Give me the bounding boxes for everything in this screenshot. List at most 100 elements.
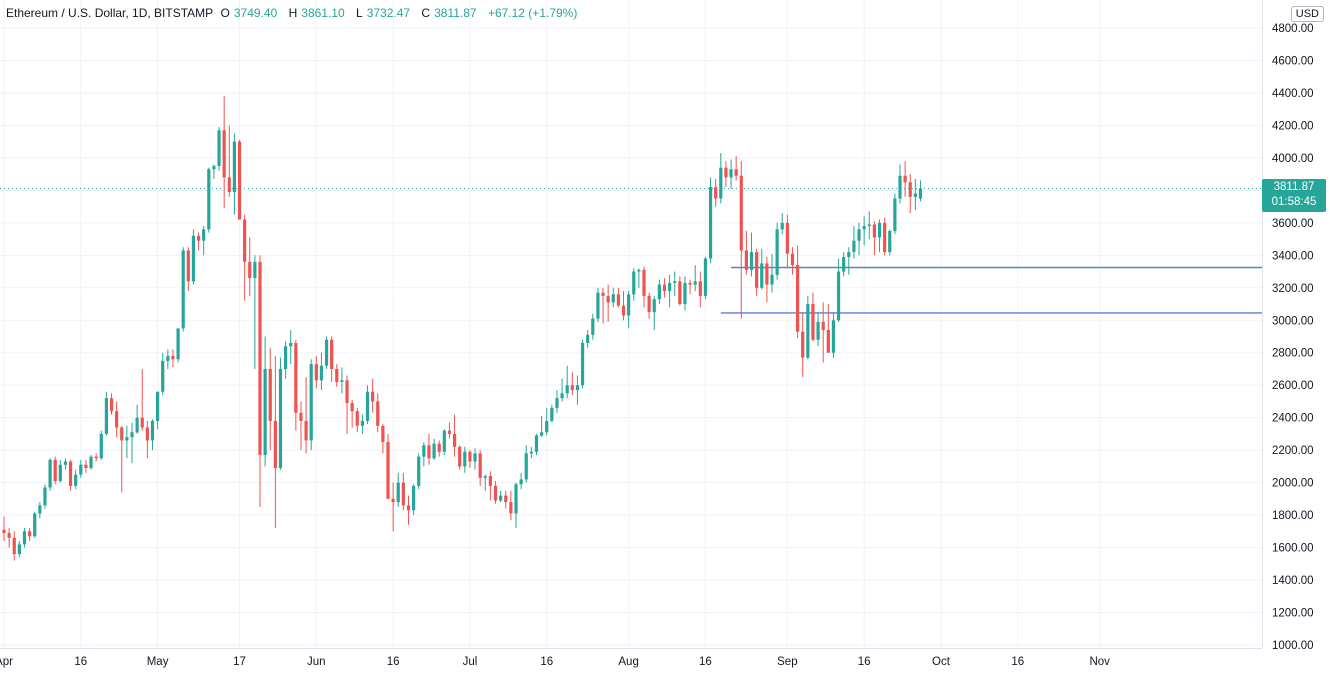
candle-body [63, 461, 68, 465]
candle-down [478, 450, 482, 486]
candle-up [867, 211, 871, 240]
candle-body [120, 427, 124, 441]
candle-up [156, 391, 160, 430]
candle-body [43, 487, 47, 506]
price-tick-label: 3000.00 [1272, 315, 1314, 327]
candle-body [744, 250, 748, 270]
time-tick-label: Oct [932, 656, 951, 668]
candle-down [330, 336, 334, 382]
candle-body [611, 294, 615, 303]
currency-button[interactable]: USD [1290, 6, 1324, 22]
price-tick-label: 3600.00 [1272, 218, 1314, 230]
price-tick-label: 2200.00 [1272, 445, 1314, 457]
candle-up [483, 474, 487, 491]
candle-down [299, 401, 303, 451]
time-tick-label: Apr [0, 656, 13, 668]
candle-body [703, 258, 708, 296]
candle-body [749, 252, 754, 270]
candle-down [796, 245, 800, 339]
candle-up [212, 164, 216, 180]
candle-up [770, 253, 774, 293]
candle-down [386, 433, 390, 499]
candle-body [7, 532, 11, 538]
candle-down [811, 292, 815, 342]
candle-up [842, 252, 846, 277]
candle-down [688, 279, 692, 295]
candle-up [719, 153, 723, 204]
candle-up [79, 459, 83, 478]
candle-body [724, 167, 728, 178]
candle-body [442, 430, 446, 452]
candle-up [463, 446, 467, 473]
time-tick-label: Nov [1089, 656, 1110, 668]
candle-up [591, 313, 595, 340]
symbol-title[interactable]: Ethereum / U.S. Dollar, 1D, BITSTAMP [6, 6, 214, 20]
candle-down [616, 287, 620, 308]
bar-countdown: 01:58:45 [1271, 196, 1317, 208]
candle-body [821, 321, 825, 331]
candle-body [263, 368, 267, 456]
candle-up [284, 341, 288, 379]
candle-body [309, 364, 313, 441]
candle-body [432, 443, 436, 459]
candle-body [857, 229, 861, 241]
candle-up [135, 404, 139, 434]
candle-down [570, 372, 574, 395]
candle-body [478, 453, 482, 478]
candle-down [447, 422, 452, 439]
price-tick-label: 4400.00 [1272, 88, 1314, 100]
candle-body [253, 261, 257, 279]
time-axis[interactable]: Apr 16 May 17 Jun 16 Jul 16 Aug 16 Sep 16 Oct 16 Nov [0, 656, 1110, 668]
candle-up [918, 180, 923, 202]
candle-up [668, 274, 672, 308]
candle-body [396, 482, 400, 503]
chart-legend: Ethereum / U.S. Dollar, 1D, BITSTAMP O 37… [6, 6, 581, 20]
candle-body [714, 187, 718, 199]
candle-down [345, 375, 349, 434]
candle-body [847, 252, 851, 257]
candle-body [621, 305, 626, 316]
candle-up [857, 222, 861, 256]
price-axis[interactable]: 1000.00 1200.00 1400.00 1600.00 1800.00 2000.… [1272, 23, 1314, 652]
candle-body [734, 169, 738, 176]
candle-up [130, 422, 134, 464]
candle-body [79, 464, 83, 475]
time-tick-label: 16 [74, 656, 87, 668]
candle-down [801, 312, 805, 378]
candle-up [166, 349, 170, 369]
candle-down [437, 440, 441, 457]
candle-body [89, 456, 93, 469]
time-tick-label: 16 [1011, 656, 1024, 668]
candle-up [432, 438, 436, 460]
time-tick-label: Jun [307, 656, 326, 668]
candle-down [509, 490, 513, 520]
candle-body [903, 175, 907, 183]
change-value: +67.12 (+1.79%) [487, 6, 578, 20]
candle-body [534, 435, 539, 452]
candle-up [749, 232, 754, 277]
horizontal-levels[interactable] [0, 187, 1262, 314]
candle-up [473, 448, 477, 470]
price-tick-label: 1000.00 [1272, 640, 1314, 652]
candle-body [719, 167, 723, 199]
candle-body [580, 342, 585, 386]
candle-body [125, 437, 129, 441]
candle-down [755, 248, 759, 296]
candle-body [437, 443, 441, 452]
candle-down [427, 433, 431, 465]
candle-body [739, 175, 743, 251]
candle-up [913, 179, 917, 210]
candle-up [760, 248, 764, 290]
candle-down [186, 247, 190, 292]
candle-up [524, 445, 528, 483]
candle-body [222, 130, 226, 178]
candle-body [616, 294, 620, 306]
candle-body [422, 445, 426, 457]
candle-down [401, 472, 405, 511]
candle-body [227, 177, 231, 192]
candle-body [816, 321, 820, 340]
time-tick-label: 16 [387, 656, 400, 668]
candle-body [335, 368, 339, 382]
close-label: C [421, 6, 431, 20]
